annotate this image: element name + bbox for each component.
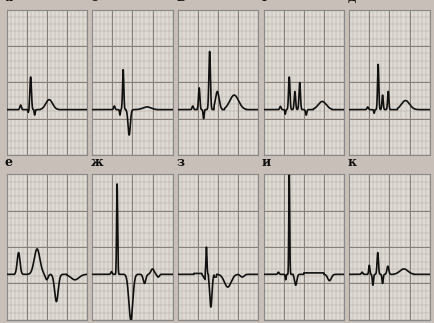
Text: а: а <box>5 0 13 4</box>
Text: к: к <box>348 156 357 169</box>
Text: з: з <box>176 156 184 169</box>
Text: в: в <box>176 0 185 4</box>
Text: и: и <box>262 156 271 169</box>
Text: е: е <box>5 156 13 169</box>
Text: ж: ж <box>91 156 103 169</box>
Text: г: г <box>262 0 270 4</box>
Text: д: д <box>348 0 356 4</box>
Text: б: б <box>91 0 99 4</box>
